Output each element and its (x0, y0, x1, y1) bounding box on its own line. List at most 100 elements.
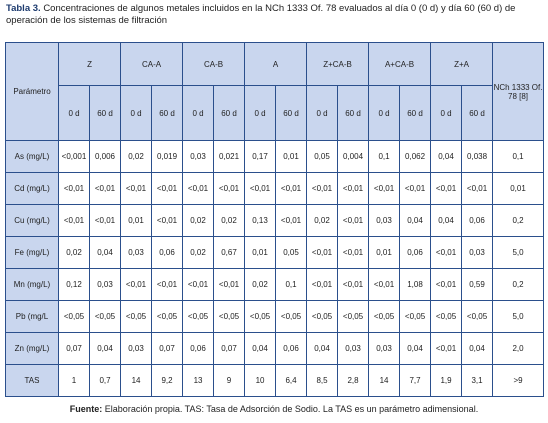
cell: <0,01 (213, 172, 246, 205)
cell: 0,1 (492, 140, 545, 173)
header-norm: NCh 1333 Of. 78 [8] (492, 42, 545, 141)
cell: 14 (120, 364, 153, 397)
footer: Fuente: Elaboración propia. TAS: Tasa de… (0, 404, 548, 414)
cell: <0,05 (182, 300, 215, 333)
cell: 0,1 (275, 268, 308, 301)
cell: 9,2 (151, 364, 184, 397)
cell: <0,01 (275, 204, 308, 237)
cell: <0,05 (58, 300, 90, 333)
footer-text: Elaboración propia. TAS: Tasa de Adsorci… (104, 404, 479, 414)
cell: <0,05 (213, 300, 246, 333)
data-table: Parámetro Z CA-A CA-B A Z+CA-B A+CA-B Z+A NCh 13… (5, 42, 545, 397)
cell: <0,05 (461, 300, 494, 333)
cell: 0,05 (306, 140, 339, 173)
cell: 0,17 (244, 140, 277, 173)
cell: 0,02 (306, 204, 339, 237)
cell: <0,01 (337, 236, 370, 269)
cell: >9 (492, 364, 545, 397)
caption: Tabla 3. Concentraciones de algunos meta… (6, 3, 542, 27)
cell: 0,07 (213, 332, 246, 365)
cell: <0,01 (182, 268, 215, 301)
row: As (mg/L) <0,001 0,006 0,02 0,019 0,03 0,021 0,… (5, 140, 545, 173)
cell: <0,01 (461, 172, 494, 205)
row: Pb (mg/L <0,05 <0,05 <0,05 <0,05 <0,05 <0,05 <0… (5, 300, 545, 333)
row: Cd (mg/L) <0,01 <0,01 <0,01 <0,01 <0,01 <0,01 <… (5, 172, 545, 205)
cell: 10 (244, 364, 277, 397)
header-sub: 0 d (244, 85, 277, 141)
cell: 0,04 (430, 140, 463, 173)
cell: <0,01 (151, 204, 184, 237)
cell: 1 (58, 364, 90, 397)
header-group: Z+CA-B (306, 42, 370, 86)
cell: <0,01 (430, 332, 463, 365)
cell: 0,019 (151, 140, 184, 173)
header-sub: 0 d (306, 85, 339, 141)
cell: 0,06 (275, 332, 308, 365)
cell: 0,04 (399, 332, 432, 365)
cell: 0,04 (244, 332, 277, 365)
cell: 14 (368, 364, 401, 397)
cell: 0,04 (399, 204, 432, 237)
header-param: Parámetro (5, 42, 59, 141)
cell: <0,01 (182, 172, 215, 205)
row: Mn (mg/L) 0,12 0,03 <0,01 <0,01 <0,01 <0,01 0,0… (5, 268, 545, 301)
cell: 1,08 (399, 268, 432, 301)
header-group: CA-B (182, 42, 246, 86)
header-sub: 0 d (58, 85, 90, 141)
row-param: Cu (mg/L) (5, 204, 59, 237)
cell: 0,04 (461, 332, 494, 365)
cell: 0,03 (368, 204, 401, 237)
cell: <0,05 (88, 300, 122, 333)
cell: 0,01 (244, 236, 277, 269)
cell: 0,04 (430, 204, 463, 237)
cell: 0,04 (306, 332, 339, 365)
cell: 0,03 (368, 332, 401, 365)
row: Cu (mg/L) <0,01 <0,01 0,01 <0,01 0,02 0,02 0,13… (5, 204, 545, 237)
cell: <0,001 (58, 140, 90, 173)
cell: <0,01 (275, 172, 308, 205)
row-param: Cd (mg/L) (5, 172, 59, 205)
cell: 0,07 (58, 332, 90, 365)
cell: 0,03 (337, 332, 370, 365)
header-sub: 60 d (88, 85, 122, 141)
cell: 0,03 (88, 268, 122, 301)
cell: <0,05 (275, 300, 308, 333)
cell: <0,01 (399, 172, 432, 205)
cell: 0,004 (337, 140, 370, 173)
cell: <0,05 (337, 300, 370, 333)
cell: 0,01 (492, 172, 545, 205)
cell: 0,021 (213, 140, 246, 173)
header-sub: 0 d (182, 85, 215, 141)
header-sub: 60 d (213, 85, 246, 141)
header-sub: 0 d (368, 85, 401, 141)
cell: <0,01 (430, 268, 463, 301)
cell: 5,0 (492, 236, 545, 269)
row: TAS 1 0,7 14 9,2 13 9 10 6,4 8,5 2,8 14 7,7 1,9 3,1 >9 (5, 364, 545, 397)
cell: <0,05 (399, 300, 432, 333)
cell: <0,01 (430, 236, 463, 269)
cell: <0,05 (306, 300, 339, 333)
header-sub: 0 d (120, 85, 153, 141)
caption-text: Concentraciones de algunos metales inclu… (6, 3, 516, 26)
cell: <0,05 (151, 300, 184, 333)
cell: 0,7 (88, 364, 122, 397)
cell: <0,05 (368, 300, 401, 333)
cell: 0,12 (58, 268, 90, 301)
header-sub: 60 d (461, 85, 494, 141)
row-param: As (mg/L) (5, 140, 59, 173)
cell: <0,01 (58, 204, 90, 237)
cell: 0,13 (244, 204, 277, 237)
row-param: TAS (5, 364, 59, 397)
cell: 0,02 (244, 268, 277, 301)
cell: 8,5 (306, 364, 339, 397)
cell: <0,01 (88, 172, 122, 205)
cell: <0,01 (337, 204, 370, 237)
cell: 0,1 (368, 140, 401, 173)
cell: 0,2 (492, 204, 545, 237)
header-sub: 60 d (337, 85, 370, 141)
cell: <0,01 (151, 172, 184, 205)
cell: 0,06 (461, 204, 494, 237)
cell: 0,006 (88, 140, 122, 173)
cell: <0,01 (368, 268, 401, 301)
